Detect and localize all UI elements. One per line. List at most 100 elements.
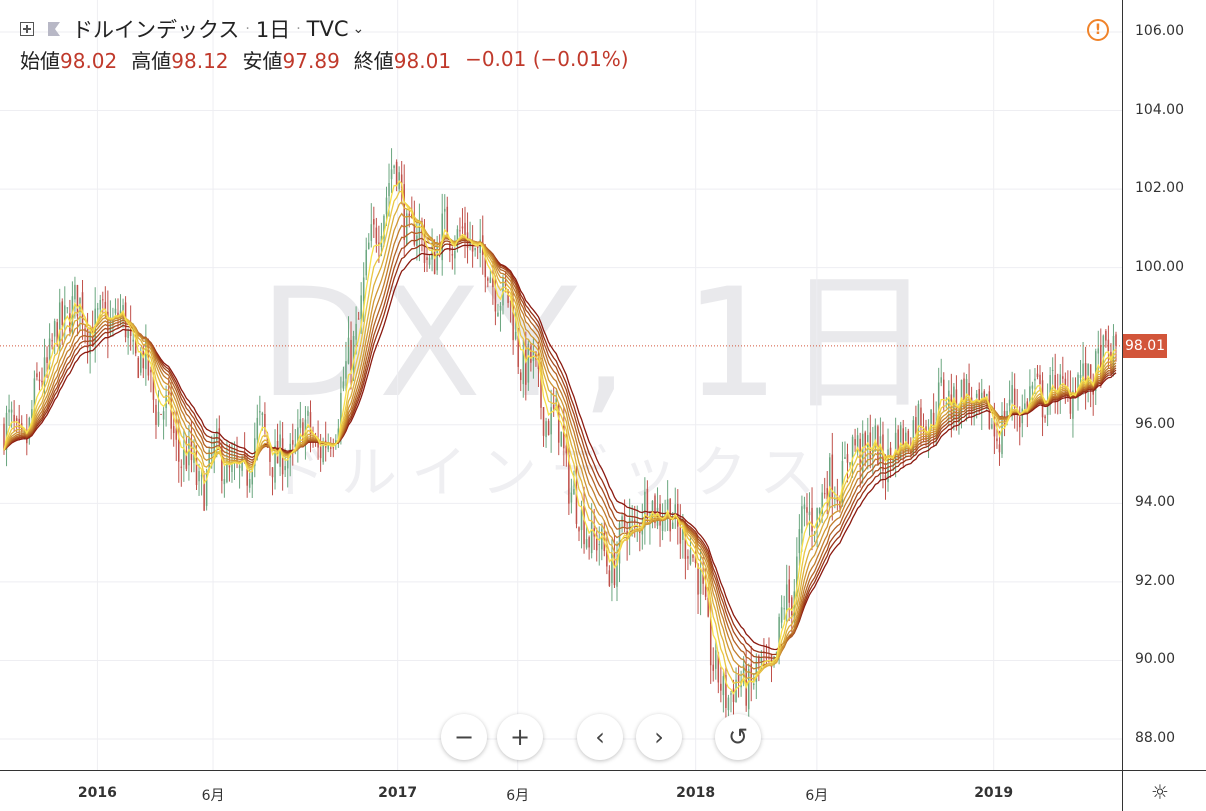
candle-body	[385, 197, 388, 215]
candle-body	[436, 245, 438, 271]
candle-body	[702, 572, 704, 584]
candle-body	[519, 372, 522, 381]
candle-body	[342, 381, 345, 389]
candle-body	[307, 410, 309, 416]
candle-body	[1011, 385, 1013, 403]
candle-body	[8, 409, 10, 413]
candle-body	[319, 446, 322, 459]
flag-icon[interactable]	[46, 21, 62, 37]
price-chart[interactable]	[0, 0, 1122, 770]
candle-body	[46, 357, 48, 363]
candle-body	[697, 564, 699, 595]
candle-body	[91, 329, 94, 347]
candle-body	[145, 338, 147, 370]
candle-body	[160, 413, 162, 415]
add-symbol-icon[interactable]	[20, 22, 34, 36]
x-tick-label: 6月	[506, 788, 530, 804]
chevron-down-icon[interactable]: ⌄	[352, 21, 365, 37]
candle-body	[960, 379, 963, 412]
candle-body	[423, 234, 426, 263]
candle-body	[785, 584, 788, 613]
candle-body	[826, 488, 828, 499]
candle-body	[1064, 378, 1067, 390]
candle-body	[983, 391, 986, 398]
candle-body	[183, 449, 185, 465]
candle-body	[517, 335, 519, 367]
candle-body	[378, 242, 380, 245]
candle-body	[390, 169, 393, 180]
settings-gear-icon[interactable]: ☼	[1151, 780, 1169, 804]
price-axis[interactable]: 106.00 104.00 102.00 100.00 96.00 94.00 92.00 9…	[1122, 0, 1206, 770]
candle-body	[107, 311, 109, 337]
candle-body	[692, 554, 694, 558]
y-tick-label: 104.00	[1135, 101, 1184, 118]
candle-body	[330, 447, 332, 449]
candle-body	[132, 339, 134, 342]
candle-body	[578, 527, 580, 532]
exchange-label[interactable]: TVC	[306, 17, 349, 41]
candle-body	[266, 433, 269, 447]
x-tick-label: 2019	[974, 785, 1014, 801]
x-tick-label: 6月	[201, 788, 225, 804]
time-axis[interactable]: 2016 6月 2017 6月 2018 6月 2019	[0, 770, 1122, 811]
candle-body	[345, 361, 347, 379]
candle-body	[945, 403, 948, 405]
candle-body	[236, 455, 238, 465]
candle-body	[821, 492, 823, 514]
separator-dot: ·	[245, 21, 250, 37]
candle-body	[1036, 373, 1039, 377]
candle-body	[644, 491, 646, 528]
candle-body	[352, 336, 355, 370]
candle-body	[5, 412, 8, 450]
candle-body	[479, 239, 481, 253]
candle-body	[1021, 408, 1024, 424]
candle-body	[464, 222, 466, 238]
candle-body	[755, 661, 758, 683]
reset-chart-button[interactable]: ↺	[715, 714, 761, 760]
candle-body	[152, 376, 155, 400]
candle-body	[395, 161, 398, 186]
candle-body	[664, 513, 666, 517]
candle-body	[43, 357, 46, 383]
candle-body	[373, 219, 375, 225]
candle-body	[400, 174, 403, 188]
candle-body	[707, 597, 709, 617]
candle-body	[178, 439, 180, 462]
zoom-out-button[interactable]: −	[441, 714, 487, 760]
zoom-in-button[interactable]: +	[497, 714, 543, 760]
candle-body	[783, 608, 785, 610]
candle-body	[127, 329, 129, 339]
candle-body	[588, 537, 590, 548]
candle-body	[932, 412, 935, 430]
candle-body	[421, 221, 423, 233]
scroll-right-button[interactable]: ›	[636, 714, 682, 760]
interval-label[interactable]: 1日	[255, 18, 291, 42]
candle-body	[922, 428, 925, 431]
candle-body	[937, 382, 940, 421]
candle-body	[102, 299, 104, 301]
candle-body	[355, 323, 357, 340]
candle-body	[114, 308, 117, 314]
candle-body	[216, 431, 218, 441]
candle-body	[942, 379, 945, 400]
ema-line	[3, 241, 1117, 656]
symbol-name[interactable]: ドルインデックス	[72, 18, 240, 42]
candle-body	[66, 307, 69, 309]
candle-body	[560, 431, 563, 447]
candle-body	[441, 213, 443, 261]
candle-body	[1001, 415, 1003, 455]
x-tick-label: 6月	[805, 788, 829, 804]
candle-body	[360, 295, 362, 319]
y-tick-label: 100.00	[1135, 258, 1184, 275]
candle-body	[259, 411, 261, 413]
candle-body	[1107, 339, 1110, 352]
candle-body	[869, 432, 872, 460]
candle-body	[816, 507, 818, 529]
scroll-left-button[interactable]: ‹	[577, 714, 623, 760]
candle-body	[601, 528, 603, 550]
alert-icon[interactable]: !	[1087, 19, 1109, 41]
candle-body	[682, 529, 684, 540]
candle-body	[284, 466, 286, 471]
candle-body	[162, 411, 165, 420]
candle-body	[469, 241, 471, 247]
